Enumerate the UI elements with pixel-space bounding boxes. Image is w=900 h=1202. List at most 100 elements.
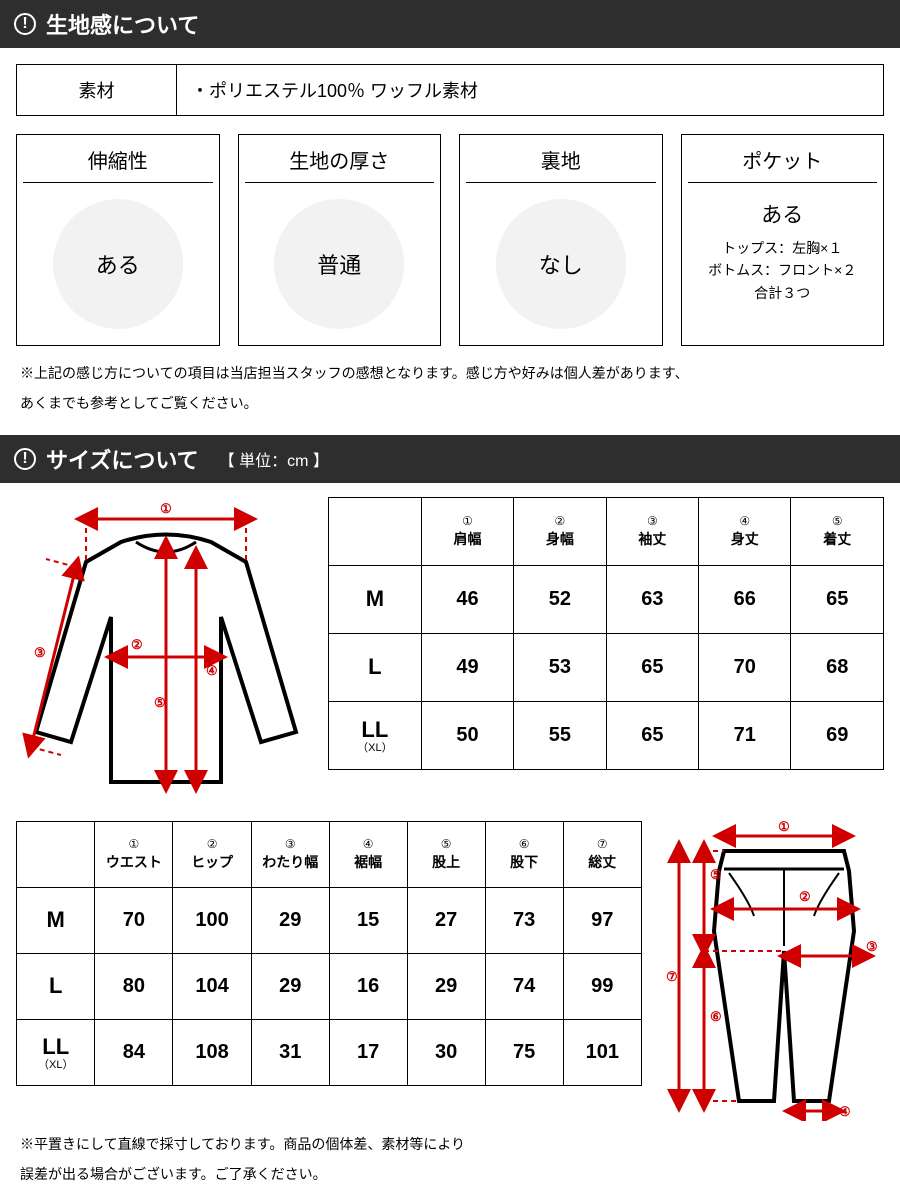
pants-diagram: ① ② ③ ④ ⑤ ⑥ ⑦	[654, 821, 884, 1121]
material-row: 素材 ・ポリエステル100％ ワッフル素材	[16, 64, 884, 116]
size-header: ! サイズについて 【 単位：cm 】	[0, 435, 900, 483]
value-cell: 30	[407, 1019, 485, 1085]
tops-section: ① ② ③ ④ ⑤ ①肩幅②身幅③袖丈④身丈⑤着丈 M4652636665L49…	[0, 483, 900, 813]
value-cell: 52	[514, 565, 606, 633]
value-cell: 73	[485, 887, 563, 953]
value-cell: 50	[421, 701, 513, 769]
svg-text:⑤: ⑤	[710, 867, 722, 882]
col-header: ②身幅	[514, 497, 606, 565]
size-note2: 誤差が出る場合がございます。ご了承ください。	[4, 1163, 896, 1197]
pants-section: ①ウエスト②ヒップ③わたり幅④裾幅⑤股上⑥股下⑦総丈 M701002915277…	[0, 813, 900, 1125]
svg-text:⑦: ⑦	[666, 969, 678, 984]
size-cell: LL（XL）	[17, 1019, 95, 1085]
value-cell: 29	[407, 953, 485, 1019]
pocket-line: ボトムス：フロント×２	[688, 259, 878, 281]
feature-thickness: 生地の厚さ 普通	[238, 134, 442, 346]
svg-text:⑤: ⑤	[154, 695, 166, 710]
value-cell: 29	[251, 953, 329, 1019]
value-cell: 49	[421, 633, 513, 701]
size-cell: M	[17, 887, 95, 953]
material-label: 素材	[17, 65, 177, 115]
col-header: ⑥股下	[485, 821, 563, 887]
value-cell: 29	[251, 887, 329, 953]
size-cell: M	[329, 565, 422, 633]
feature-title: 生地の厚さ	[245, 145, 435, 183]
value-cell: 46	[421, 565, 513, 633]
pants-table: ①ウエスト②ヒップ③わたり幅④裾幅⑤股上⑥股下⑦総丈 M701002915277…	[16, 821, 642, 1086]
feature-value: なし	[496, 199, 626, 329]
feature-value: ある	[53, 199, 183, 329]
table-row: LL（XL）5055657169	[329, 701, 884, 769]
col-header: ④身丈	[699, 497, 791, 565]
size-cell: L	[329, 633, 422, 701]
shirt-diagram: ① ② ③ ④ ⑤	[16, 497, 316, 807]
value-cell: 65	[606, 701, 698, 769]
value-cell: 69	[791, 701, 884, 769]
feature-title: 伸縮性	[23, 145, 213, 183]
feature-lining: 裏地 なし	[459, 134, 663, 346]
value-cell: 55	[514, 701, 606, 769]
value-cell: 99	[563, 953, 641, 1019]
pocket-line: トップス：左胸×１	[688, 237, 878, 259]
col-header: ⑦総丈	[563, 821, 641, 887]
value-cell: 65	[791, 565, 884, 633]
value-cell: 100	[173, 887, 251, 953]
size-cell: L	[17, 953, 95, 1019]
col-header: ③わたり幅	[251, 821, 329, 887]
pocket-value: ある	[688, 199, 878, 229]
value-cell: 15	[329, 887, 407, 953]
value-cell: 27	[407, 887, 485, 953]
value-cell: 97	[563, 887, 641, 953]
table-row: L4953657068	[329, 633, 884, 701]
size-unit: 【 単位：cm 】	[219, 447, 329, 471]
col-header: ④裾幅	[329, 821, 407, 887]
svg-text:②: ②	[799, 889, 811, 904]
col-header: ①肩幅	[421, 497, 513, 565]
pocket-details: トップス：左胸×１ ボトムス：フロント×２ 合計３つ	[688, 237, 878, 304]
value-cell: 71	[699, 701, 791, 769]
col-header: ⑤股上	[407, 821, 485, 887]
tops-table: ①肩幅②身幅③袖丈④身丈⑤着丈 M4652636665L4953657068LL…	[328, 497, 884, 770]
value-cell: 53	[514, 633, 606, 701]
pocket-line: 合計３つ	[688, 282, 878, 304]
value-cell: 68	[791, 633, 884, 701]
svg-text:④: ④	[839, 1104, 851, 1119]
fabric-header-title: 生地感について	[46, 8, 199, 40]
value-cell: 84	[95, 1019, 173, 1085]
value-cell: 74	[485, 953, 563, 1019]
size-cell: LL（XL）	[329, 701, 422, 769]
feature-title: ポケット	[688, 145, 878, 183]
feature-pocket: ポケット ある トップス：左胸×１ ボトムス：フロント×２ 合計３つ	[681, 134, 885, 346]
info-icon: !	[14, 448, 36, 470]
svg-text:①: ①	[778, 821, 790, 834]
svg-text:③: ③	[34, 645, 46, 660]
value-cell: 16	[329, 953, 407, 1019]
table-row: M4652636665	[329, 565, 884, 633]
svg-text:①: ①	[160, 501, 172, 516]
table-row: M701002915277397	[17, 887, 642, 953]
svg-text:④: ④	[206, 663, 218, 678]
value-cell: 66	[699, 565, 791, 633]
col-header: ①ウエスト	[95, 821, 173, 887]
fabric-content: 素材 ・ポリエステル100％ ワッフル素材 伸縮性 ある 生地の厚さ 普通 裏地…	[0, 48, 900, 435]
fabric-note2: あくまでも参考としてご覧ください。	[20, 392, 880, 414]
col-header: ⑤着丈	[791, 497, 884, 565]
material-value: ・ポリエステル100％ ワッフル素材	[177, 65, 883, 115]
value-cell: 75	[485, 1019, 563, 1085]
size-note1: ※平置きにして直線で採寸しております。商品の個体差、素材等により	[4, 1133, 896, 1155]
table-row: LL（XL）8410831173075101	[17, 1019, 642, 1085]
size-header-title: サイズについて	[46, 443, 199, 475]
value-cell: 80	[95, 953, 173, 1019]
value-cell: 104	[173, 953, 251, 1019]
feature-row: 伸縮性 ある 生地の厚さ 普通 裏地 なし ポケット ある トップス：左胸×１ …	[16, 134, 884, 346]
fabric-header: ! 生地感について	[0, 0, 900, 48]
col-header: ②ヒップ	[173, 821, 251, 887]
value-cell: 108	[173, 1019, 251, 1085]
value-cell: 70	[95, 887, 173, 953]
value-cell: 17	[329, 1019, 407, 1085]
value-cell: 65	[606, 633, 698, 701]
value-cell: 70	[699, 633, 791, 701]
table-row: L801042916297499	[17, 953, 642, 1019]
value-cell: 101	[563, 1019, 641, 1085]
feature-value: 普通	[274, 199, 404, 329]
